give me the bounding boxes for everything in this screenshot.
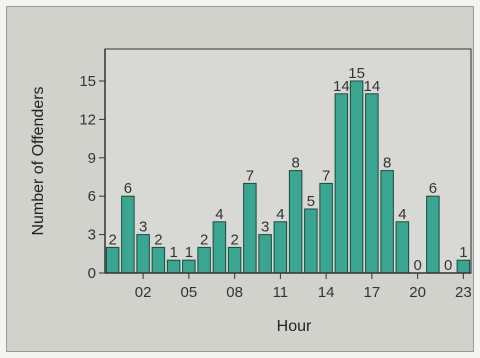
- y-tick-label: 15: [79, 73, 96, 90]
- bar-hour-03: [151, 246, 166, 274]
- chart-frame: 2 6 3 2 1 1 2 4 2 7 3 4 8 5 7 14 15 14 8 4 0 6 0 1 0 3 6 9 12 15 02 0…: [6, 6, 474, 352]
- bar-hour-00: [105, 246, 120, 274]
- bar-hour-14: [319, 182, 333, 274]
- bar-hour-16: [349, 80, 364, 274]
- x-tick-label: 20: [409, 284, 426, 301]
- data-label-hour-14: 7: [322, 167, 330, 184]
- bar-hour-18: [380, 170, 394, 274]
- x-tick-label: 23: [455, 284, 472, 301]
- y-tick-label: 9: [88, 150, 96, 167]
- data-label-hour-00: 2: [108, 231, 116, 248]
- axes-group: [104, 49, 471, 274]
- data-label-hour-06: 2: [200, 231, 208, 248]
- bar-hour-13: [304, 208, 318, 274]
- data-label-hour-07: 4: [215, 206, 223, 223]
- bar-hour-19: [395, 221, 410, 274]
- bar-hour-02: [136, 234, 150, 274]
- bar-hour-21: [426, 195, 440, 274]
- bar-hour-15: [334, 93, 349, 274]
- bar-hour-07: [212, 221, 227, 274]
- y-tick-label: 6: [88, 188, 96, 205]
- data-label-hour-22: 0: [444, 257, 452, 274]
- y-ticks-group: 0 3 6 9 12 15: [79, 73, 105, 282]
- y-tick-label: 12: [79, 111, 96, 128]
- bar-hour-04: [166, 259, 181, 274]
- x-ticks-group: 02 05 08 11 14 17 20 23: [135, 273, 472, 301]
- data-label-hour-16: 15: [348, 65, 365, 82]
- data-label-hour-12: 8: [291, 155, 299, 172]
- bar-hour-01: [121, 195, 135, 274]
- bar-hour-23: [456, 259, 471, 274]
- bar-hour-08: [227, 246, 242, 274]
- data-label-hour-02: 3: [139, 219, 147, 236]
- data-label-hour-19: 4: [398, 206, 406, 223]
- data-label-hour-05: 1: [185, 244, 193, 261]
- data-label-hour-09: 7: [246, 167, 254, 184]
- plot-area: [104, 48, 472, 274]
- bar-hour-06: [197, 246, 211, 274]
- x-tick-label: 17: [364, 284, 381, 301]
- data-label-hour-15: 14: [333, 78, 350, 95]
- bar-hour-17: [365, 93, 379, 274]
- data-label-hour-01: 6: [124, 180, 132, 197]
- data-label-hour-10: 3: [261, 219, 269, 236]
- y-axis-title: Number of Offenders: [30, 86, 47, 235]
- data-label-hour-17: 14: [364, 78, 381, 95]
- y-tick-label: 3: [88, 227, 96, 244]
- x-tick-label: 08: [226, 284, 243, 301]
- bars-group: [105, 80, 471, 274]
- bar-hour-09: [243, 182, 257, 274]
- data-label-hour-03: 2: [154, 231, 162, 248]
- bar-hour-10: [258, 234, 272, 274]
- y-tick-label: 0: [88, 265, 96, 282]
- data-label-hour-04: 1: [169, 244, 177, 261]
- data-label-hour-11: 4: [276, 206, 284, 223]
- data-label-hour-21: 6: [429, 180, 437, 197]
- x-axis-title: Hour: [277, 318, 312, 335]
- data-label-hour-18: 8: [383, 155, 391, 172]
- bar-hour-11: [273, 221, 288, 274]
- x-tick-label: 05: [181, 284, 198, 301]
- data-label-hour-08: 2: [230, 231, 238, 248]
- x-tick-label: 02: [135, 284, 152, 301]
- data-label-hour-20: 0: [413, 257, 421, 274]
- data-label-hour-13: 5: [307, 193, 315, 210]
- x-tick-label: 11: [273, 284, 289, 301]
- bar-hour-05: [182, 259, 196, 274]
- bar-hour-12: [288, 170, 303, 274]
- data-label-hour-23: 1: [459, 244, 467, 261]
- x-tick-label: 14: [318, 284, 335, 301]
